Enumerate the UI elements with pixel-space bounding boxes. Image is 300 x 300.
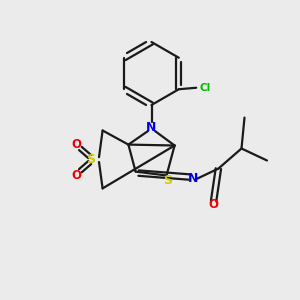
Text: Cl: Cl	[200, 83, 211, 93]
Text: N: N	[188, 172, 198, 185]
Text: O: O	[71, 137, 81, 151]
Text: S: S	[164, 174, 172, 188]
Text: O: O	[208, 197, 218, 211]
Text: N: N	[146, 121, 157, 134]
Text: O: O	[71, 169, 81, 182]
Text: S: S	[86, 153, 95, 166]
